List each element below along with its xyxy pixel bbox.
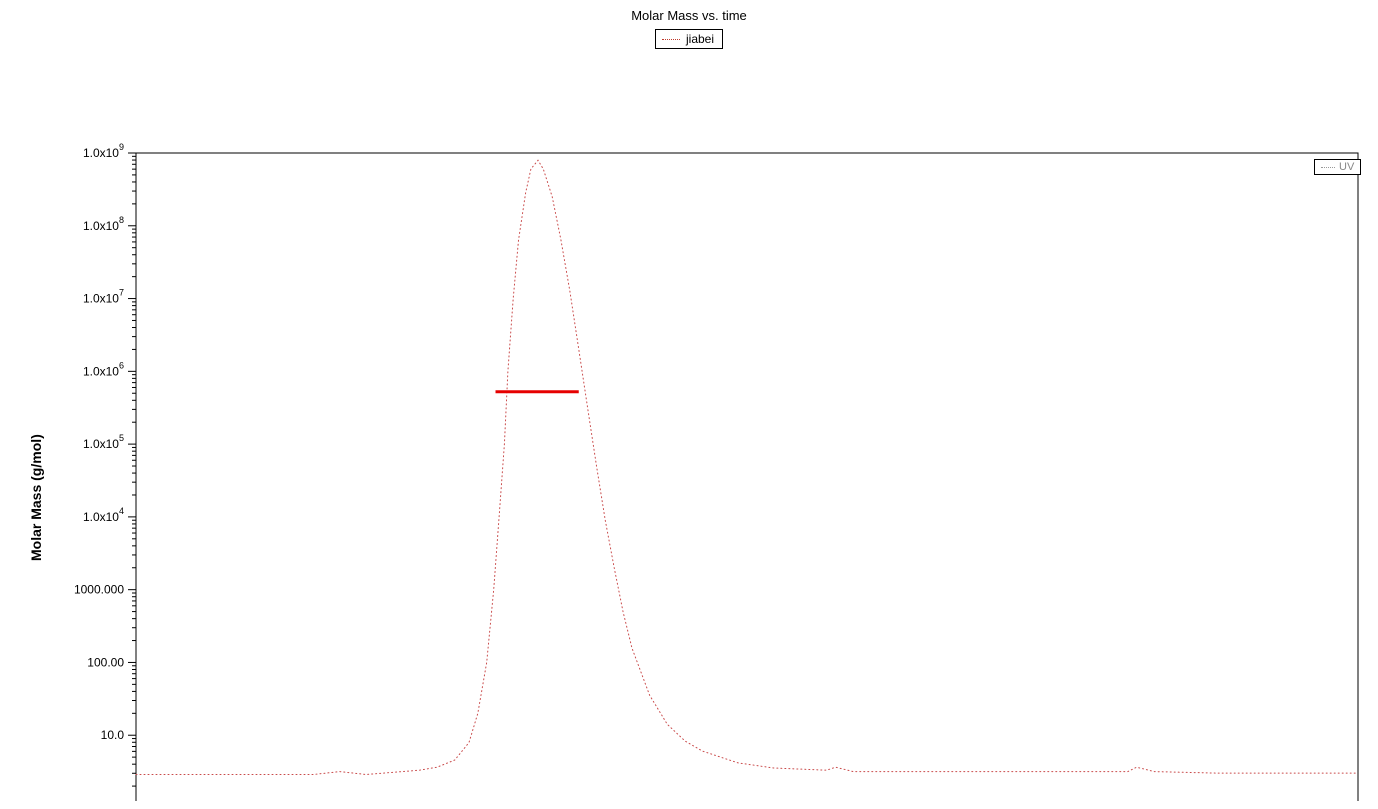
legend-top-box: jiabei xyxy=(655,29,723,49)
y-tick-label: 1.0x104 xyxy=(83,506,124,524)
y-tick-label: 1.0x106 xyxy=(83,360,124,378)
y-tick-label: 1.0x107 xyxy=(83,288,124,306)
y-axis-label: Molar Mass (g/mol) xyxy=(28,434,44,561)
chart-title: Molar Mass vs. time xyxy=(0,8,1378,23)
legend-swatch-icon xyxy=(662,39,680,40)
y-tick-label: 1.0x108 xyxy=(83,215,124,233)
corner-legend-label: UV xyxy=(1339,161,1354,173)
legend-top: jiabei xyxy=(0,29,1378,49)
corner-legend-swatch-icon xyxy=(1321,167,1335,168)
chart-svg: 1.010.0100.001000.0001.0x1041.0x1051.0x1… xyxy=(0,61,1378,801)
y-tick-label: 100.00 xyxy=(87,655,124,669)
plot-border xyxy=(136,153,1358,801)
y-tick-label: 1.0x109 xyxy=(83,142,124,160)
y-tick-label: 1000.000 xyxy=(74,583,124,597)
curve-dotted xyxy=(136,160,1358,774)
legend-top-label: jiabei xyxy=(686,32,714,46)
y-tick-label: 10.0 xyxy=(101,728,125,742)
plot-area: 1.010.0100.001000.0001.0x1041.0x1051.0x1… xyxy=(0,61,1378,801)
corner-legend: UV xyxy=(1314,159,1361,175)
y-tick-label: 1.0x105 xyxy=(83,433,124,451)
